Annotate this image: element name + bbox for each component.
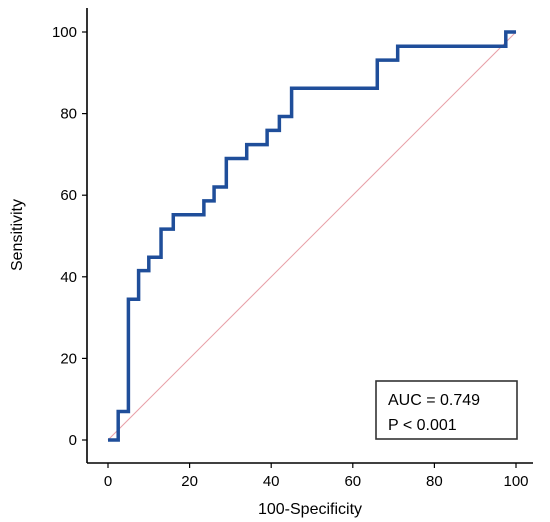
y-axis-title: Sensitivity xyxy=(9,199,26,271)
x-tick-label: 0 xyxy=(104,473,112,490)
y-tick-label: 60 xyxy=(60,187,77,204)
x-tick-label: 100 xyxy=(503,473,528,490)
x-tick-label: 60 xyxy=(344,473,361,490)
auc-text: AUC = 0.749 xyxy=(388,392,480,409)
y-tick-label: 100 xyxy=(52,24,77,41)
y-tick-label: 80 xyxy=(60,106,77,123)
tick-layer: 0 20 40 60 80 100 0 20 40 60 80 100 xyxy=(52,24,529,490)
p-value-text: P < 0.001 xyxy=(388,417,457,434)
reference-diagonal-line xyxy=(107,31,517,441)
x-tick-label: 80 xyxy=(426,473,443,490)
reference-line-layer xyxy=(107,31,517,441)
x-tick-label: 20 xyxy=(181,473,198,490)
y-tick-label: 20 xyxy=(60,350,77,367)
auc-annotation-box: AUC = 0.749 P < 0.001 xyxy=(375,380,518,440)
plot-axes xyxy=(86,8,533,464)
x-tick-label: 40 xyxy=(263,473,280,490)
y-tick-label: 0 xyxy=(69,432,77,449)
roc-curve-layer xyxy=(108,30,516,442)
x-axis-title: 100-Specificity xyxy=(258,501,362,518)
y-tick-label: 40 xyxy=(60,269,77,286)
annotation-frame xyxy=(375,380,518,440)
roc-curve-line xyxy=(108,30,516,442)
